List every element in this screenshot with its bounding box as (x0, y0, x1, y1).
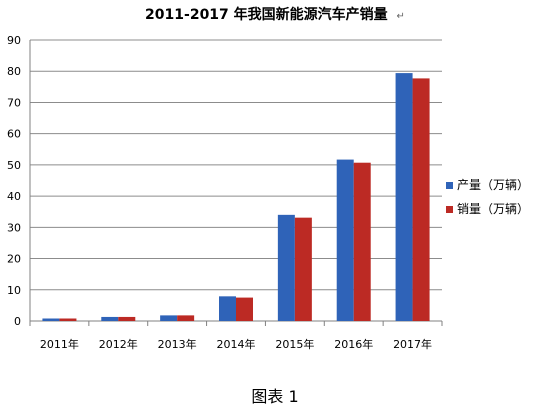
legend-swatch-production (446, 182, 453, 189)
x-tick-label: 2013年 (158, 337, 197, 351)
y-tick-label: 20 (7, 253, 21, 266)
legend-label-sales: 销量（万辆） (457, 202, 530, 216)
bar-production (277, 214, 295, 321)
y-tick-label: 0 (14, 315, 21, 328)
bar-production (160, 315, 178, 321)
axis-labels: 0 10 20 30 40 50 60 70 80 90 2011年 2012年 2013年 2014年 2… (7, 34, 432, 351)
return-mark-icon: ↵ (396, 11, 405, 22)
y-tick-label: 30 (7, 221, 21, 234)
bar-sales (236, 297, 253, 321)
x-tick-label: 2015年 (275, 337, 314, 351)
bar-production (395, 73, 413, 322)
y-tick-label: 80 (7, 65, 21, 78)
bar-production (42, 318, 60, 321)
axes (29, 40, 443, 326)
y-tick-label: 90 (7, 34, 21, 47)
legend-swatch-sales (446, 206, 453, 213)
y-tick-label: 40 (7, 190, 21, 203)
y-tick-label: 10 (7, 284, 21, 297)
bar-production (219, 296, 236, 321)
y-tick-label: 50 (7, 159, 21, 172)
bar-sales (59, 318, 77, 321)
x-tick-label: 2012年 (99, 337, 138, 351)
figure-caption: 图表 1 (251, 387, 299, 406)
x-tick-label: 2011年 (40, 337, 79, 351)
legend-label-production: 产量（万辆） (457, 178, 530, 192)
bar-chart: 0 10 20 30 40 50 60 70 80 90 2011年 2012年 2013年 2014年 2… (7, 34, 443, 351)
bar-sales (294, 217, 312, 321)
bar-sales (177, 315, 195, 321)
gridlines (30, 39, 442, 291)
bar-production (101, 316, 119, 321)
chart-title: 2011-2017 年我国新能源汽车产销量 ↵ (0, 4, 550, 24)
x-tick-label: 2017年 (393, 337, 432, 351)
bar-sales (118, 316, 136, 321)
y-tick-label: 60 (7, 128, 21, 141)
legend-item-sales: 销量（万辆） (446, 200, 529, 217)
bar-production (336, 159, 354, 321)
bar-sales (353, 162, 371, 321)
y-tick-label: 70 (7, 96, 21, 109)
chart-title-text: 2011-2017 年我国新能源汽车产销量 (145, 7, 388, 23)
x-tick-label: 2014年 (217, 337, 256, 351)
x-tick-label: 2016年 (334, 337, 373, 351)
bars (42, 73, 430, 322)
bar-sales (412, 78, 430, 321)
legend-item-production: 产量（万辆） (446, 176, 529, 193)
